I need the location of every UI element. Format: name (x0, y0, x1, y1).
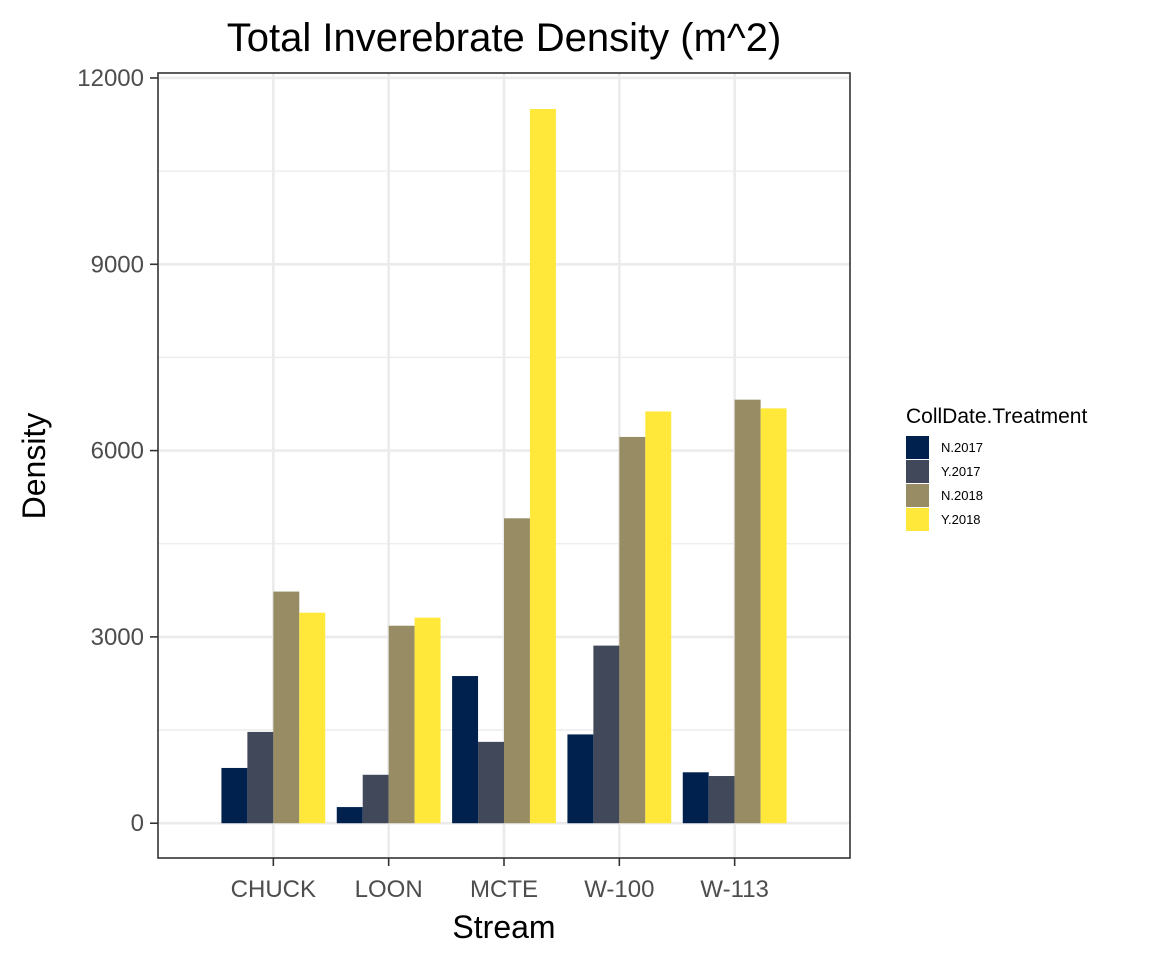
x-tick-label: W-100 (584, 876, 654, 903)
bars (221, 109, 787, 824)
bar-n-2018-w-113 (734, 399, 761, 824)
bar-y-2017-w-113 (708, 776, 735, 824)
y-axis-title: Density (16, 413, 52, 520)
legend-swatch (906, 436, 929, 459)
legend-swatch (906, 460, 929, 483)
bar-n-2017-mcte (452, 676, 479, 824)
x-tick-label: CHUCK (231, 876, 316, 903)
y-tick-label: 12000 (77, 65, 144, 92)
bar-y-2018-chuck (299, 612, 326, 824)
bar-y-2017-loon (362, 774, 389, 824)
bar-n-2017-chuck (221, 767, 248, 824)
bar-n-2018-w-100 (619, 436, 646, 824)
x-tick-label: W-113 (700, 876, 768, 903)
y-tick-label: 3000 (91, 624, 144, 651)
legend-swatch (906, 508, 929, 531)
legend-label: N.2017 (941, 440, 983, 455)
x-tick-label: LOON (355, 876, 423, 903)
x-tick-label: MCTE (470, 876, 538, 903)
y-tick-label: 0 (131, 810, 144, 837)
bar-n-2018-mcte (504, 518, 530, 824)
legend-label: N.2018 (941, 488, 983, 503)
bar-n-2018-chuck (273, 591, 300, 824)
legend-swatch (906, 484, 929, 507)
x-axis-title: Stream (452, 909, 555, 945)
chart-title: Total Inverebrate Density (m^2) (227, 16, 782, 60)
bar-y-2018-loon (414, 617, 441, 824)
bar-n-2017-w-100 (567, 734, 594, 824)
bar-y-2018-w-113 (760, 408, 787, 824)
legend: CollDate.Treatment N.2017 Y.2017 N.2018 Y.2… (906, 405, 1087, 531)
axes: 0 3000 6000 9000 12000 CHUCK LOON MCTE W-100 W-11… (77, 65, 769, 903)
legend-items: N.2017 Y.2017 N.2018 Y.2018 (906, 436, 983, 531)
bar-n-2017-loon (336, 807, 363, 824)
bar-y-2017-chuck (247, 731, 274, 824)
bar-y-2017-w-100 (593, 645, 620, 824)
bar-y-2018-mcte (529, 109, 556, 824)
legend-label: Y.2017 (941, 464, 981, 479)
legend-title: CollDate.Treatment (906, 405, 1087, 428)
bar-y-2017-mcte (478, 741, 504, 824)
bar-n-2017-w-113 (682, 772, 709, 824)
y-tick-label: 6000 (91, 438, 144, 465)
y-tick-label: 9000 (91, 251, 144, 278)
bar-n-2018-loon (388, 625, 415, 824)
legend-label: Y.2018 (941, 512, 981, 527)
bar-y-2018-w-100 (645, 411, 672, 824)
